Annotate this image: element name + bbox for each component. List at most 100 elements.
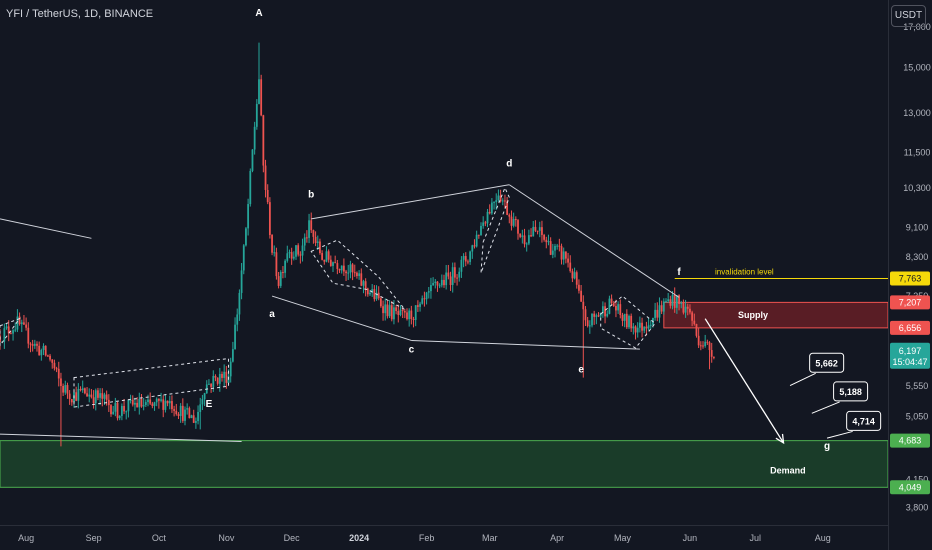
- candle-body: [571, 271, 574, 279]
- candle-body: [210, 383, 213, 387]
- candle-body: [625, 313, 628, 328]
- callout-label: 5,662: [815, 358, 838, 368]
- candle-body: [371, 289, 374, 293]
- x-tick-label: Sep: [86, 533, 102, 543]
- candle-body: [632, 326, 635, 329]
- callout-box: [846, 410, 882, 431]
- dashed-pattern[interactable]: [480, 186, 510, 274]
- target-callout[interactable]: 4,714: [826, 410, 882, 439]
- demand-zone[interactable]: [0, 440, 889, 488]
- trend-line[interactable]: [411, 339, 640, 350]
- currency-button[interactable]: USDT: [891, 5, 926, 27]
- candle-body: [619, 304, 622, 316]
- y-tick-label: 11,500: [904, 147, 931, 157]
- wave-label: A: [255, 8, 262, 19]
- candle-body: [453, 267, 456, 278]
- candle-body: [610, 298, 613, 304]
- dashed-pattern[interactable]: [0, 317, 21, 347]
- candle-body: [493, 202, 495, 204]
- candle-body: [615, 306, 617, 311]
- time-axis[interactable]: [0, 525, 888, 550]
- supply-zone[interactable]: [663, 301, 889, 329]
- candle-body: [351, 264, 354, 273]
- y-tick-label: 5,550: [906, 381, 929, 391]
- candle-body: [486, 211, 489, 224]
- demand-label: Demand: [770, 465, 806, 475]
- price-badge-label: 7,763: [899, 274, 922, 284]
- trend-line[interactable]: [271, 295, 412, 341]
- y-tick-label: 5,050: [906, 411, 929, 421]
- candle-body: [573, 272, 576, 279]
- candle-body: [612, 303, 615, 307]
- candle-body: [543, 234, 546, 240]
- candle-body: [83, 388, 86, 394]
- candle-body: [556, 245, 559, 247]
- candle-body: [584, 309, 587, 321]
- candle-body: [654, 309, 657, 318]
- wave-label: b: [308, 189, 314, 200]
- candle-body: [393, 307, 395, 320]
- candle-body: [260, 79, 263, 116]
- candle-body: [319, 241, 321, 254]
- candle-body: [456, 277, 458, 279]
- candle-body: [247, 204, 250, 229]
- candle-body: [101, 393, 104, 399]
- candle-body: [560, 246, 563, 260]
- trend-line[interactable]: [509, 184, 680, 298]
- candle-body: [691, 312, 694, 321]
- price-badge-label: 4,049: [899, 482, 922, 492]
- price-badge: [890, 433, 930, 448]
- candle-body: [184, 409, 186, 421]
- candle-body: [160, 399, 162, 401]
- target-callout[interactable]: 5,662: [789, 352, 845, 387]
- candle-body: [138, 399, 141, 408]
- candle-body: [532, 226, 535, 237]
- candle-body: [462, 256, 465, 260]
- candle-body: [425, 292, 428, 300]
- candle-body: [192, 415, 195, 423]
- candle-body: [177, 414, 180, 416]
- candle-body: [580, 290, 583, 302]
- candle-body: [225, 371, 228, 383]
- chart-title: YFI / TetherUS, 1D, BINANCE: [6, 8, 154, 20]
- candle-body: [25, 324, 28, 328]
- candle-body: [264, 165, 267, 190]
- candle-body: [601, 306, 604, 314]
- projection-arrow[interactable]: [704, 318, 785, 444]
- candle-body: [262, 115, 265, 166]
- candle-body: [60, 378, 62, 386]
- candle-body: [64, 385, 67, 393]
- candle-body: [118, 415, 121, 419]
- candle-body: [66, 385, 69, 394]
- candle-body: [604, 306, 606, 317]
- trend-line[interactable]: [0, 433, 242, 443]
- candle-body: [310, 220, 313, 231]
- candle-body: [693, 320, 696, 325]
- dashed-pattern[interactable]: [73, 357, 230, 408]
- candle-body: [569, 262, 572, 272]
- candles: [0, 42, 715, 447]
- candle-body: [305, 237, 308, 239]
- candle-body: [525, 243, 528, 245]
- candle-body: [684, 306, 687, 313]
- wave-label: d: [506, 159, 512, 170]
- candle-body: [551, 250, 554, 255]
- trend-line[interactable]: [311, 184, 510, 220]
- price-badge-label: 7,207: [899, 297, 922, 307]
- candle-body: [277, 276, 280, 286]
- candle-body: [517, 220, 519, 234]
- dashed-pattern[interactable]: [600, 295, 656, 349]
- y-tick-label: 15,000: [903, 62, 931, 72]
- candle-body: [44, 345, 47, 356]
- candle-body: [412, 318, 415, 320]
- candle-body: [373, 289, 376, 300]
- candle-body: [475, 234, 478, 247]
- candle-body: [667, 299, 670, 302]
- candle-body: [369, 292, 371, 295]
- target-callout[interactable]: 5,188: [811, 381, 869, 414]
- callout-pointer: [811, 401, 840, 414]
- trend-line[interactable]: [0, 218, 92, 239]
- candle-body: [342, 265, 345, 272]
- candle-body: [144, 402, 147, 405]
